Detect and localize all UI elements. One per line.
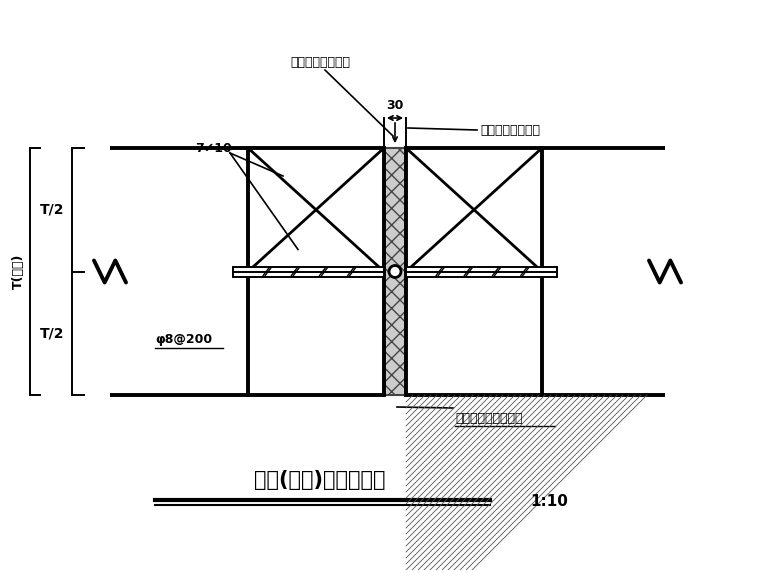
Text: 底板时该处无密封胶: 底板时该处无密封胶 bbox=[455, 412, 523, 425]
Bar bbox=[406, 267, 557, 276]
Circle shape bbox=[389, 266, 401, 278]
Text: 1:10: 1:10 bbox=[530, 494, 568, 508]
Bar bbox=[384, 148, 406, 395]
Bar bbox=[233, 267, 384, 276]
Text: φ8@200: φ8@200 bbox=[155, 333, 212, 347]
Text: 30: 30 bbox=[386, 99, 404, 112]
Text: T(板厚): T(板厚) bbox=[11, 254, 24, 289]
Text: 双组份聚硫密封胶: 双组份聚硫密封胶 bbox=[480, 124, 540, 136]
Text: 7✔10: 7✔10 bbox=[195, 141, 232, 154]
Text: T/2: T/2 bbox=[40, 203, 65, 217]
Text: 聚乙烯发泡填缝板: 聚乙烯发泡填缝板 bbox=[290, 55, 350, 68]
Text: 底板(顶板)变形缝详图: 底板(顶板)变形缝详图 bbox=[255, 470, 386, 490]
Text: T/2: T/2 bbox=[40, 326, 65, 340]
Bar bbox=[384, 148, 406, 395]
